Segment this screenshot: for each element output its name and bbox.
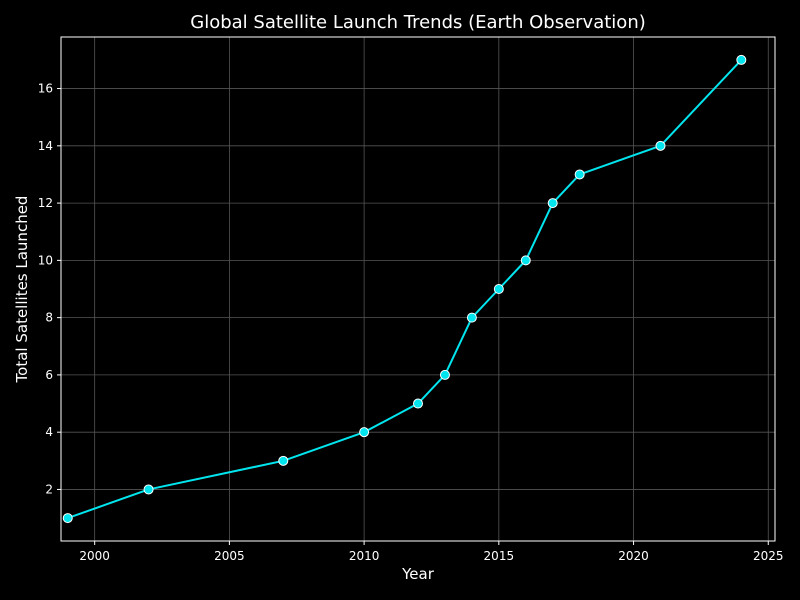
data-point: [466, 312, 477, 323]
series-layer: [62, 54, 747, 524]
y-axis-label: Total Satellites Launched: [13, 196, 31, 384]
y-tick-label: 6: [45, 368, 53, 382]
y-tick-label: 2: [45, 482, 53, 496]
grid-lines: [61, 37, 775, 541]
data-point: [520, 255, 531, 266]
x-tick-label: 2015: [484, 549, 515, 563]
x-tick-label: 2000: [79, 549, 110, 563]
data-point: [574, 169, 585, 180]
x-axis-label: Year: [401, 565, 435, 583]
data-point: [62, 513, 73, 524]
y-tick-label: 4: [45, 425, 53, 439]
data-point: [493, 284, 504, 294]
x-tick-label: 2005: [214, 549, 245, 563]
axis-ticks: 2000 2005 2010 2015 2020 2025 2 4 6 8 10 12 14 16: [38, 82, 784, 563]
series-line: [67, 59, 743, 520]
y-tick-label: 16: [38, 82, 53, 96]
data-point: [655, 140, 666, 151]
data-point: [413, 398, 423, 409]
x-tick-label: 2025: [753, 549, 784, 563]
y-tick-label: 12: [38, 196, 53, 210]
data-point: [547, 198, 558, 209]
data-point: [359, 427, 370, 438]
x-tick-label: 2010: [349, 549, 380, 563]
data-point: [736, 54, 747, 65]
y-tick-label: 8: [45, 311, 53, 325]
plot-area-frame: [60, 36, 776, 542]
y-tick-label: 14: [38, 139, 53, 153]
data-point: [278, 455, 289, 466]
x-tick-label: 2020: [618, 549, 649, 563]
data-point: [439, 369, 450, 380]
y-tick-label: 10: [38, 253, 53, 267]
chart-title: Global Satellite Launch Trends (Earth Ob…: [190, 12, 646, 33]
data-point: [143, 484, 154, 495]
